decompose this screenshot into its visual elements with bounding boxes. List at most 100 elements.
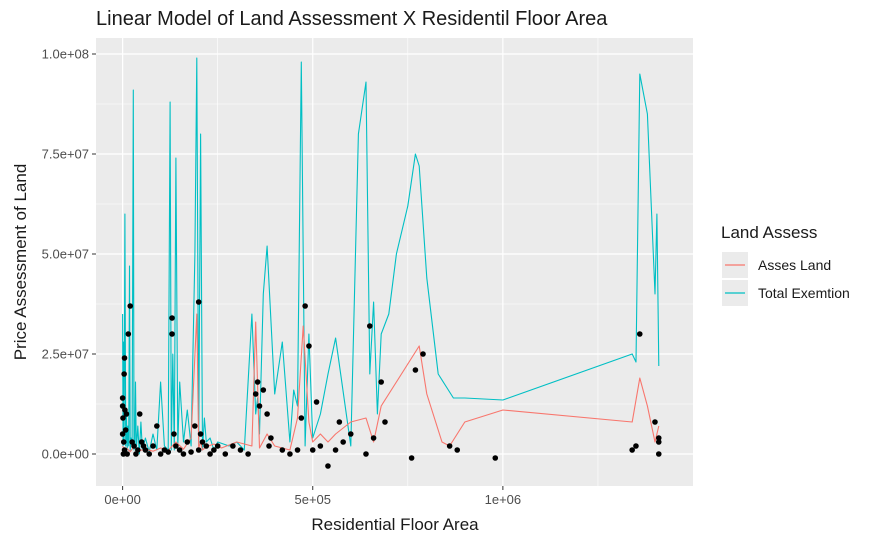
data-point xyxy=(230,443,236,449)
data-point xyxy=(266,443,272,449)
data-point xyxy=(256,403,263,409)
data-point xyxy=(336,419,343,425)
data-point xyxy=(252,391,259,397)
data-point xyxy=(332,447,339,453)
data-point xyxy=(176,447,183,453)
legend-item: Asses Land xyxy=(722,252,831,278)
data-point xyxy=(408,455,415,461)
y-tick-label: 5.0e+07 xyxy=(42,247,89,262)
data-point xyxy=(171,431,177,437)
data-point xyxy=(347,431,354,437)
data-point xyxy=(254,379,261,385)
data-point xyxy=(268,435,274,441)
data-point xyxy=(636,331,643,337)
data-point xyxy=(142,447,149,453)
points-layer xyxy=(119,299,662,469)
data-point xyxy=(370,435,377,441)
data-point xyxy=(317,443,324,449)
data-point xyxy=(211,447,217,453)
data-point xyxy=(378,379,384,385)
legend: Land Assess Asses Land Total Exemtion xyxy=(721,223,850,306)
data-point xyxy=(245,451,251,457)
data-point xyxy=(120,415,126,421)
data-point xyxy=(180,451,187,457)
data-point xyxy=(325,463,331,469)
data-point xyxy=(125,331,132,337)
data-point xyxy=(306,343,312,349)
data-point xyxy=(260,387,267,393)
data-point xyxy=(412,367,419,373)
y-tick-label: 2.5e+07 xyxy=(42,347,89,362)
data-point xyxy=(165,449,172,455)
data-point xyxy=(652,419,658,425)
data-point xyxy=(366,323,373,329)
plot-panel xyxy=(96,38,693,486)
data-point xyxy=(287,451,293,457)
data-point xyxy=(121,355,128,361)
data-point xyxy=(124,451,130,457)
data-point xyxy=(127,303,134,309)
data-point xyxy=(136,411,143,417)
grid-minor xyxy=(96,38,693,486)
data-point xyxy=(203,443,210,449)
data-point xyxy=(119,431,126,437)
plot-area xyxy=(119,57,662,469)
data-point xyxy=(264,411,270,417)
data-point xyxy=(131,443,137,449)
data-point xyxy=(222,451,229,457)
data-point xyxy=(120,439,127,445)
data-point xyxy=(157,451,164,457)
data-point xyxy=(382,419,388,425)
x-axis-title: Residential Floor Area xyxy=(311,515,479,534)
y-tick-label: 7.5e+07 xyxy=(42,147,89,162)
data-point xyxy=(298,415,305,421)
data-point xyxy=(420,351,426,357)
data-point xyxy=(184,439,191,445)
data-point xyxy=(294,447,301,453)
x-tick-label: 5e+05 xyxy=(294,492,331,507)
data-point xyxy=(195,299,202,305)
data-point xyxy=(173,443,179,449)
data-point xyxy=(121,447,128,453)
data-point xyxy=(492,455,499,461)
data-point xyxy=(122,427,129,433)
data-point xyxy=(309,447,316,453)
y-tick-label: 0.0e+00 xyxy=(42,447,89,462)
data-point xyxy=(192,423,198,429)
data-point xyxy=(197,431,204,437)
data-point xyxy=(123,411,130,417)
data-point xyxy=(195,447,202,453)
grid-major xyxy=(96,38,693,486)
data-point xyxy=(188,449,194,455)
data-point xyxy=(169,331,175,337)
x-tick-label: 1e+06 xyxy=(485,492,522,507)
data-point xyxy=(454,447,461,453)
data-point xyxy=(629,447,635,453)
data-point xyxy=(655,451,662,457)
data-point xyxy=(655,435,662,441)
chart-title: Linear Model of Land Assessment X Reside… xyxy=(96,8,608,30)
data-point xyxy=(119,395,126,401)
legend-item: Total Exemtion xyxy=(722,280,850,306)
data-point xyxy=(633,443,639,449)
data-point xyxy=(446,443,453,449)
data-point xyxy=(363,451,369,457)
data-point xyxy=(146,451,153,457)
data-point xyxy=(655,439,662,445)
data-point xyxy=(135,447,141,453)
y-axis-title: Price Assessment of Land xyxy=(11,164,30,361)
x-tick-label: 0e+00 xyxy=(104,492,141,507)
y-tick-label: 1.0e+08 xyxy=(42,47,89,62)
data-point xyxy=(169,315,175,321)
data-point xyxy=(121,371,127,377)
data-point xyxy=(340,439,346,445)
y-axis: 0.0e+00 2.5e+07 5.0e+07 7.5e+07 1.0e+08 xyxy=(42,47,96,462)
data-point xyxy=(279,447,286,453)
data-point xyxy=(313,399,320,405)
x-axis: 0e+00 5e+05 1e+06 xyxy=(104,486,521,507)
legend-label: Total Exemtion xyxy=(758,285,850,301)
data-point xyxy=(154,423,160,429)
data-point xyxy=(214,443,221,449)
data-point xyxy=(237,447,244,453)
